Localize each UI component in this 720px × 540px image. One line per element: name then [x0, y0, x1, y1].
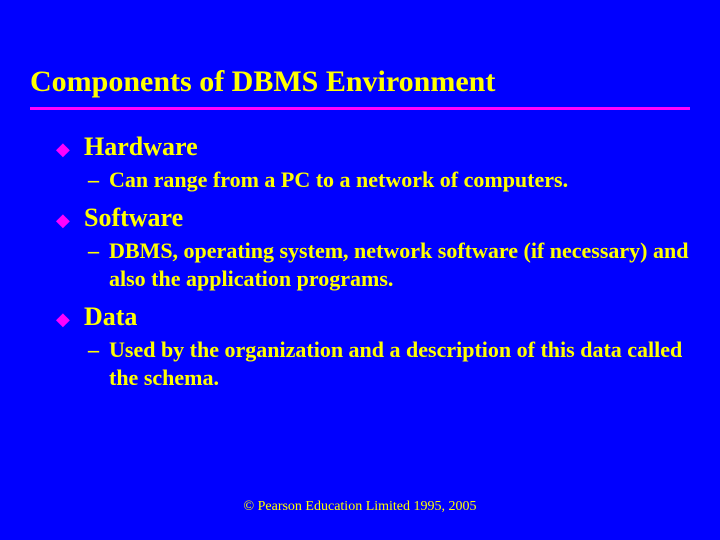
bullet-line: ◆ Software — [56, 203, 690, 233]
dash-bullet-icon: – — [88, 238, 99, 264]
bullet-line: ◆ Hardware — [56, 132, 690, 162]
item-heading: Data — [84, 302, 137, 332]
sub-text: Can range from a PC to a network of comp… — [109, 166, 568, 195]
bullet-item: ◆ Data – Used by the organization and a … — [56, 302, 690, 393]
slide-container: Components of DBMS Environment ◆ Hardwar… — [0, 0, 720, 393]
dash-bullet-icon: – — [88, 167, 99, 193]
item-heading: Software — [84, 203, 183, 233]
sub-text: DBMS, operating system, network software… — [109, 237, 690, 294]
slide-title: Components of DBMS Environment — [30, 65, 690, 110]
dash-bullet-icon: – — [88, 337, 99, 363]
sub-bullet-line: – Used by the organization and a descrip… — [56, 336, 690, 393]
sub-bullet-line: – DBMS, operating system, network softwa… — [56, 237, 690, 294]
sub-text: Used by the organization and a descripti… — [109, 336, 690, 393]
slide-footer: © Pearson Education Limited 1995, 2005 — [0, 499, 720, 515]
sub-bullet-line: – Can range from a PC to a network of co… — [56, 166, 690, 195]
diamond-bullet-icon: ◆ — [56, 139, 74, 160]
item-heading: Hardware — [84, 132, 198, 162]
bullet-item: ◆ Hardware – Can range from a PC to a ne… — [56, 132, 690, 195]
bullet-line: ◆ Data — [56, 302, 690, 332]
slide-content: ◆ Hardware – Can range from a PC to a ne… — [30, 132, 690, 393]
diamond-bullet-icon: ◆ — [56, 210, 74, 231]
diamond-bullet-icon: ◆ — [56, 309, 74, 330]
bullet-item: ◆ Software – DBMS, operating system, net… — [56, 203, 690, 294]
